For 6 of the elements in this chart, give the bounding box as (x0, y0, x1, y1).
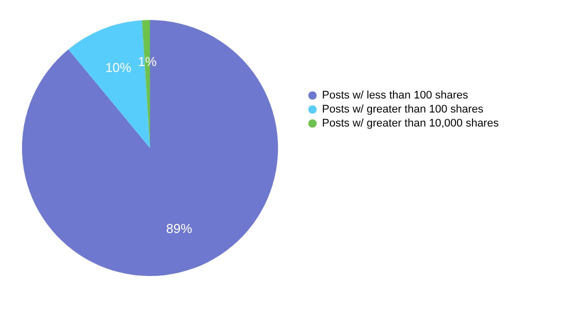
data-label: 10% (105, 60, 132, 76)
legend-label: Posts w/ greater than 100 shares (322, 104, 484, 116)
pie-slice (22, 20, 278, 276)
data-label: 89% (166, 220, 193, 236)
legend-label: Posts w/ greater than 10,000 shares (322, 118, 500, 130)
legend-label: Posts w/ less than 100 shares (322, 90, 469, 102)
